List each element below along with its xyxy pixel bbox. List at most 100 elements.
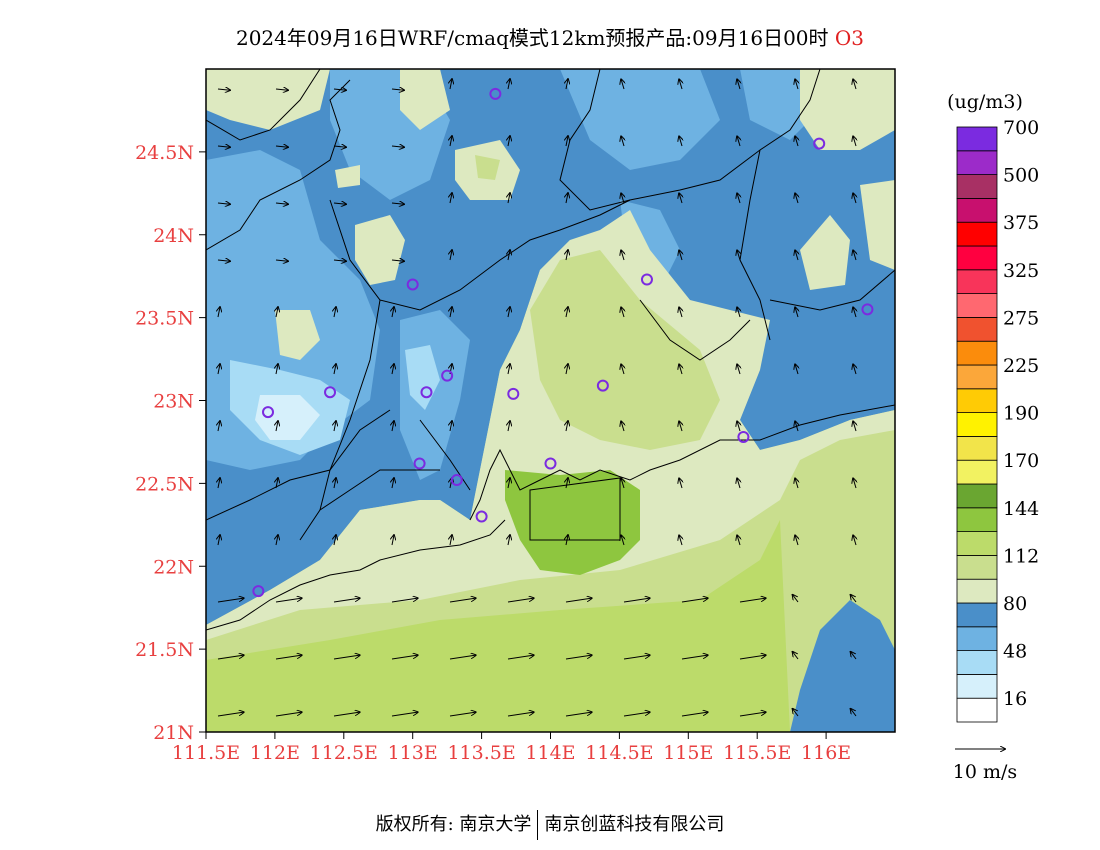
wind-vector (449, 712, 476, 717)
wind-vector (392, 364, 394, 375)
wind-vector (795, 535, 798, 546)
wind-vector (391, 203, 404, 204)
wind-vector (449, 598, 476, 603)
wind-vector (853, 193, 856, 204)
station-marker (507, 387, 520, 400)
wind-vector (566, 136, 568, 147)
wind-vector (679, 421, 682, 432)
wind-vector (795, 421, 798, 432)
title-species: O3 (834, 26, 865, 50)
wind-vector (275, 203, 288, 204)
colorbar-swatch (956, 388, 998, 413)
colorbar-label: 225 (1003, 355, 1039, 377)
wind-vector (333, 598, 360, 603)
wind-vector (217, 146, 230, 147)
title-main: 2024年09月16日WRF/cmaq模式12km预报产品:09月16日00时 (235, 26, 829, 50)
lon-tick-label: 114.5E (585, 742, 653, 764)
station-marker (861, 303, 874, 316)
wind-vector (621, 478, 624, 489)
lon-tick-label: 112E (250, 742, 300, 764)
wind-vector (217, 712, 244, 717)
colorbar-label: 275 (1003, 307, 1039, 329)
wind-vector (853, 307, 856, 318)
wind-vector (275, 598, 302, 603)
colorbar: 16 48 80 112 144 170 190 225 275 325 375 500 700 (956, 117, 1039, 723)
wind-vector (853, 364, 856, 375)
wind-vector (275, 655, 302, 660)
wind-vector (508, 421, 510, 432)
lat-tick-label: 22.5N (135, 473, 194, 495)
wind-vector (450, 421, 452, 432)
colorbar-unit: (ug/m3) (947, 91, 1023, 113)
wind-vector (276, 307, 278, 318)
colorbar-swatch (956, 412, 998, 437)
wind-vector (621, 421, 624, 432)
lon-tick-label: 113E (388, 742, 438, 764)
wind-vector (334, 364, 336, 375)
colorbar-label: 80 (1003, 593, 1027, 615)
latitude-axis: 21N 21.5N 22N 22.5N 23N 23.5N 24N 24.5N (135, 142, 206, 744)
wind-vector (566, 79, 568, 90)
wind-vector (739, 655, 766, 660)
station-marker (441, 369, 454, 382)
wind-vector (334, 535, 336, 546)
lat-tick-label: 24.5N (135, 142, 194, 164)
footer-credit: 版权所有: 南京大学 南京创蓝科技有限公司 (0, 810, 1100, 840)
station-marker (324, 386, 337, 399)
wind-vector (450, 535, 452, 546)
colorbar-swatch (956, 459, 998, 485)
wind-vector (853, 478, 856, 489)
colorbar-label: 112 (1003, 545, 1039, 567)
wind-vector (218, 478, 220, 489)
wind-vector (218, 421, 220, 432)
colorbar-swatch (956, 578, 998, 604)
wind-vector (217, 260, 230, 261)
lon-tick-label: 111.5E (172, 742, 240, 764)
lat-tick-label: 21N (153, 722, 194, 744)
wind-vector (737, 535, 740, 546)
wind-vector (851, 595, 857, 603)
wind-vector (392, 421, 394, 432)
wind-vector-field (217, 79, 857, 717)
colorbar-label: 190 (1003, 403, 1039, 425)
footer-left: 版权所有: 南京大学 (375, 814, 532, 835)
lon-tick-label: 113.5E (447, 742, 515, 764)
lon-tick-label: 115.5E (723, 742, 791, 764)
wind-vector (566, 250, 568, 261)
lon-tick-label: 112.5E (310, 742, 378, 764)
wind-vector (853, 535, 856, 546)
wind-vector (795, 193, 798, 204)
wind-vector (508, 478, 510, 489)
wind-vector (450, 136, 452, 147)
footer-right: 南京创蓝科技有限公司 (544, 814, 725, 835)
colorbar-label: 500 (1003, 165, 1039, 187)
wind-vector (681, 598, 708, 603)
wind-vector (333, 655, 360, 660)
wind-vector (334, 478, 336, 489)
colorbar-swatch (956, 245, 998, 271)
wind-vector (275, 89, 288, 90)
wind-vector (679, 478, 682, 489)
lat-tick-label: 23N (153, 391, 194, 413)
station-marker (420, 386, 433, 399)
wind-vector (450, 193, 452, 204)
wind-vector (566, 364, 568, 375)
wind-vector (217, 203, 230, 204)
wind-vector (623, 655, 650, 660)
colorbar-label: 144 (1003, 498, 1039, 520)
wind-vector (508, 250, 510, 261)
wind-vector (737, 193, 740, 204)
lat-tick-label: 22N (153, 556, 194, 578)
wind-vector (566, 307, 568, 318)
colorbar-label: 700 (1003, 117, 1039, 139)
lon-tick-label: 116E (801, 742, 851, 764)
wind-vector (449, 655, 476, 660)
colorbar-swatch (956, 507, 998, 532)
wind-vector (679, 136, 682, 147)
wind-vector (566, 535, 568, 546)
wind-vector (275, 712, 302, 717)
colorbar-swatch (956, 697, 998, 723)
colorbar-swatch (956, 126, 998, 152)
wind-vector (218, 364, 220, 375)
wind-vector (681, 655, 708, 660)
